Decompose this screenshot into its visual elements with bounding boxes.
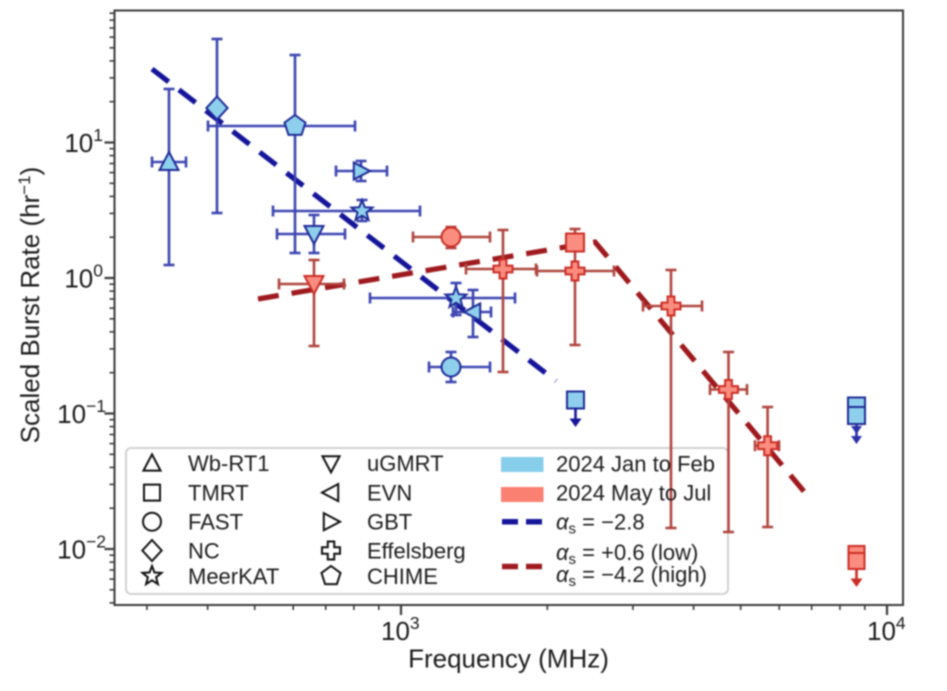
svg-text:αs = −4.2 (high): αs = −4.2 (high) — [556, 562, 707, 590]
svg-text:Effelsberg: Effelsberg — [367, 538, 466, 563]
svg-text:Wb-RT1: Wb-RT1 — [188, 451, 270, 476]
svg-text:2024 Jan to Feb: 2024 Jan to Feb — [556, 451, 715, 476]
svg-text:FAST: FAST — [188, 510, 243, 535]
svg-text:TMRT: TMRT — [188, 480, 249, 505]
svg-text:αs = +0.6 (low): αs = +0.6 (low) — [556, 540, 698, 568]
svg-text:CHIME: CHIME — [367, 564, 438, 589]
svg-text:GBT: GBT — [367, 510, 412, 535]
svg-text:uGMRT: uGMRT — [367, 451, 444, 476]
svg-text:αs = −2.8: αs = −2.8 — [556, 510, 645, 538]
svg-text:10−1: 10−1 — [57, 396, 106, 429]
svg-text:2024 May to Jul: 2024 May to Jul — [556, 481, 711, 506]
svg-text:Frequency (MHz): Frequency (MHz) — [408, 644, 609, 674]
svg-text:Scaled Burst Rate (hr−1): Scaled Burst Rate (hr−1) — [15, 167, 45, 444]
svg-text:NC: NC — [188, 538, 220, 563]
svg-text:EVN: EVN — [367, 480, 412, 505]
svg-text:MeerKAT: MeerKAT — [188, 564, 279, 589]
